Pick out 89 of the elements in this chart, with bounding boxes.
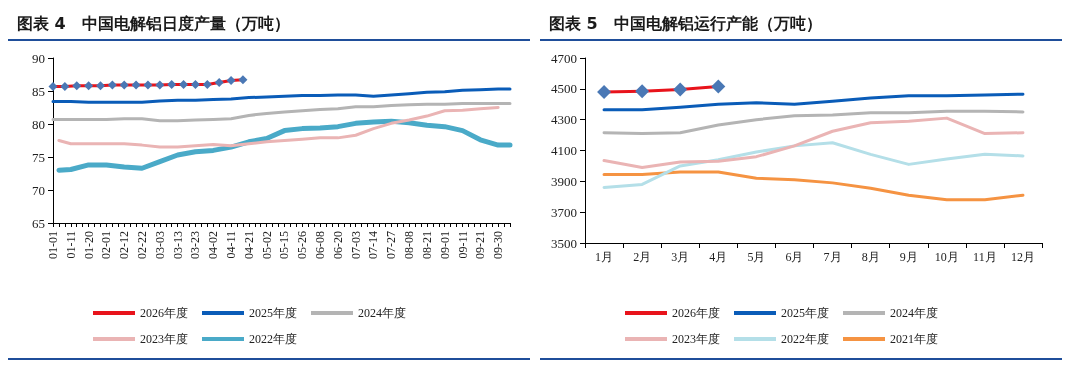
x-tick-label: 09-21: [473, 231, 488, 259]
x-tick-label: 04-02: [206, 231, 221, 259]
y-tick-label: 85: [32, 83, 45, 99]
point: [167, 79, 177, 89]
y-tick-label: 4500: [551, 81, 577, 97]
x-tick-label: 03-03: [152, 231, 167, 259]
point: [131, 80, 141, 90]
legend-label: 2026年度: [140, 306, 188, 320]
point: [48, 81, 58, 91]
y-tick-label: 75: [32, 149, 45, 165]
x-tick-label: 12月: [1010, 250, 1035, 264]
point: [202, 79, 212, 89]
line-series: [602, 170, 1025, 202]
legend-label: 2021年度: [890, 332, 938, 346]
point: [95, 81, 105, 91]
x-tick-label: 02-12: [117, 231, 132, 259]
y-tick-label: 4700: [551, 50, 577, 66]
x-tick-label: 11月: [973, 250, 997, 264]
x-tick-label: 4月: [709, 250, 728, 264]
x-tick-label: 7月: [823, 250, 842, 264]
point: [214, 77, 224, 87]
x-tick-label: 8月: [861, 250, 880, 264]
x-tick-label: 07-27: [384, 231, 399, 259]
point: [238, 75, 248, 85]
x-tick-label: 02-01: [99, 231, 114, 259]
x-tick-label: 3月: [671, 250, 690, 264]
legend-label: 2026年度: [672, 306, 720, 320]
legend-label: 2022年度: [249, 332, 297, 346]
x-tick-label: 2月: [633, 250, 652, 264]
legend-label: 2023年度: [140, 332, 188, 346]
legend-label: 2025年度: [781, 306, 829, 320]
x-tick-label: 05-15: [277, 231, 292, 259]
y-tick-label: 90: [32, 50, 45, 66]
point: [119, 80, 129, 90]
x-tick-label: 10月: [934, 250, 959, 264]
x-tick-label: 06-08: [313, 231, 328, 259]
x-tick-label: 04-21: [241, 231, 256, 259]
x-tick-label: 03-13: [170, 231, 185, 259]
x-tick-label: 03-23: [188, 231, 203, 259]
x-tick-label: 07-03: [348, 231, 363, 259]
point: [155, 80, 165, 90]
point: [60, 81, 70, 91]
x-tick-label: 08-21: [419, 231, 434, 259]
x-tick-label: 09-01: [437, 231, 452, 259]
y-tick-label: 3500: [551, 235, 577, 251]
y-tick-label: 3900: [551, 173, 577, 189]
y-tick-label: 4300: [551, 112, 577, 128]
x-tick-label: 05-26: [295, 231, 310, 259]
y-tick-label: 3700: [551, 204, 577, 220]
chart-title: 图表 4 中国电解铝日度产量（万吨）: [17, 13, 290, 33]
line-series: [602, 109, 1025, 136]
point: [107, 80, 117, 90]
line-series: [51, 102, 512, 123]
x-tick-label: 01-20: [81, 231, 96, 259]
line-series: [602, 116, 1025, 169]
point: [84, 81, 94, 91]
legend-label: 2025年度: [249, 306, 297, 320]
point: [143, 80, 153, 90]
point: [190, 79, 200, 89]
x-tick-label: 9月: [899, 250, 918, 264]
line-series: [602, 92, 1025, 112]
x-tick-label: 01-11: [63, 231, 78, 259]
y-tick-label: 70: [32, 182, 45, 198]
legend-label: 2022年度: [781, 332, 829, 346]
point: [226, 75, 236, 85]
line-series: [51, 87, 512, 104]
x-tick-label: 01-01: [46, 231, 60, 259]
x-tick-label: 1月: [595, 250, 614, 264]
y-tick-label: 80: [32, 116, 45, 132]
x-tick-label: 09-11: [455, 231, 470, 259]
line-series: [602, 141, 1025, 189]
x-tick-label: 04-11: [224, 231, 239, 259]
x-tick-label: 02-22: [135, 231, 150, 259]
x-tick-label: 6月: [785, 250, 804, 264]
legend-label: 2023年度: [672, 332, 720, 346]
line-series: [57, 106, 500, 149]
point: [179, 79, 189, 89]
y-tick-label: 65: [32, 215, 45, 231]
y-tick-label: 4100: [551, 143, 577, 158]
x-tick-label: 09-30: [491, 231, 506, 259]
x-tick-label: 05-02: [259, 231, 274, 259]
x-tick-label: 5月: [747, 250, 766, 264]
chart-title: 图表 5 中国电解铝运行产能（万吨）: [549, 13, 822, 33]
x-tick-label: 07-14: [366, 231, 381, 259]
legend-label: 2024年度: [358, 306, 406, 320]
legend-label: 2024年度: [890, 306, 938, 320]
x-tick-label: 06-20: [330, 231, 345, 259]
x-tick-label: 08-08: [402, 231, 417, 259]
point: [72, 81, 82, 91]
